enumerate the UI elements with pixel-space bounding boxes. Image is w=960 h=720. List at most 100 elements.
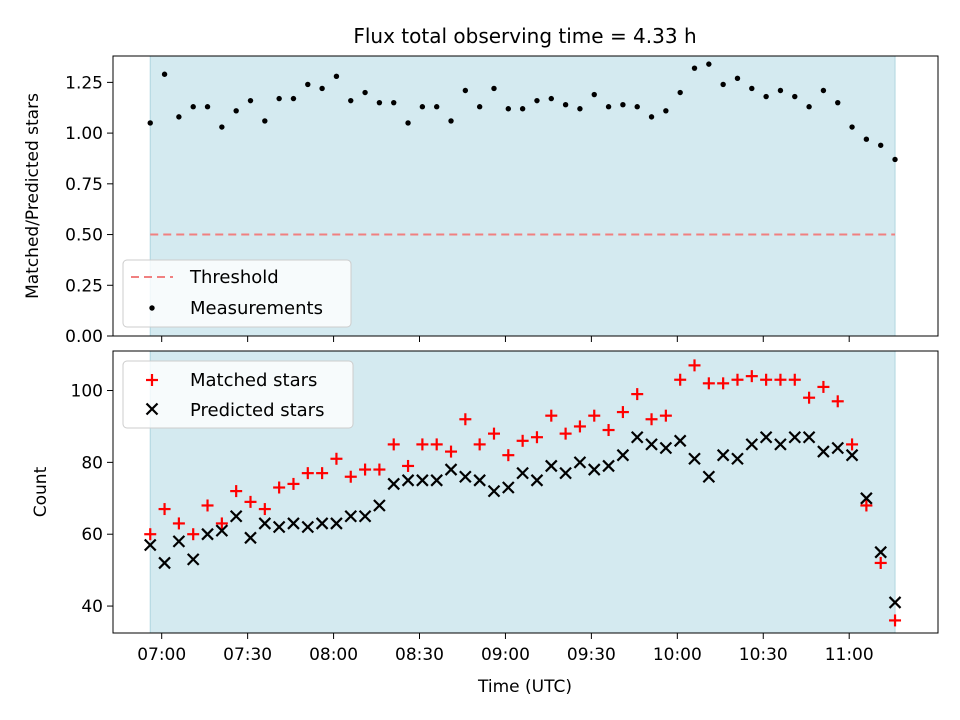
predicted-star-point — [272, 520, 286, 534]
predicted-star-point — [845, 448, 859, 462]
matched-star-point — [230, 485, 243, 498]
predicted-star-mark-b — [487, 484, 501, 498]
predicted-star-mark-b — [473, 474, 486, 487]
matched-star-point — [215, 517, 228, 530]
matched-star-point — [258, 503, 271, 516]
predicted-star-mark-b — [559, 466, 572, 480]
measurement-point — [577, 106, 583, 112]
measurement-point — [476, 104, 483, 110]
measurement-point — [233, 108, 239, 114]
measurement-point — [677, 89, 683, 96]
measurement-point — [391, 99, 397, 106]
top-y-axis-label: Matched/Predicted stars — [23, 93, 43, 299]
measurements-legend-swatch — [149, 305, 155, 311]
predicted-star-mark-b — [430, 474, 443, 487]
matched-star-point — [702, 377, 715, 390]
predicted-star-mark-b — [774, 438, 787, 451]
x-tick-label: 08:30 — [395, 645, 444, 665]
predicted-star-point — [473, 474, 486, 487]
matched-star-point — [645, 413, 658, 426]
predicted-star-mark-b — [587, 463, 601, 476]
predicted-star-mark-b — [645, 438, 658, 451]
predicted-star-mark-b — [143, 538, 157, 552]
matched-star-point — [659, 409, 672, 422]
matched-star-point — [430, 438, 443, 451]
predicted-star-mark-b — [444, 463, 458, 476]
measurement-point — [749, 85, 755, 92]
predicted-star-mark-b — [845, 448, 859, 462]
measurement-point — [720, 81, 726, 88]
matched-star-point — [846, 438, 859, 451]
matched-star-point — [616, 406, 629, 419]
measurement-point — [319, 85, 325, 92]
bottom-y-tick-label: 60 — [81, 525, 103, 545]
predicted-star-mark-b — [215, 524, 229, 537]
predicted-star-mark-b — [373, 499, 386, 512]
predicted-star-mark-b — [530, 474, 544, 487]
top-y-tick-label: 0.75 — [65, 175, 103, 195]
matched-star-point — [172, 517, 185, 530]
matched-star-point — [774, 373, 787, 386]
top-y-tick-label: 1.00 — [65, 124, 103, 144]
predicted-star-mark-b — [874, 545, 887, 559]
matched-star-point — [301, 467, 314, 480]
measurement-point — [176, 114, 182, 120]
predicted-star-point — [215, 524, 229, 537]
top-y-tick-label: 0.25 — [65, 276, 103, 296]
bottom-y-axis-label: Count — [31, 466, 51, 517]
measurement-point — [562, 101, 569, 108]
predicted-star-point — [401, 474, 415, 487]
predicted-legend-swatch — [145, 402, 159, 416]
predicted-star-mark-b — [229, 509, 243, 523]
predicted-star-point — [301, 520, 315, 534]
measurement-point — [362, 89, 368, 96]
predicted-star-point — [244, 531, 257, 545]
bottom-y-tick-label: 80 — [81, 453, 103, 473]
measurement-point — [620, 101, 626, 108]
predicted-star-point — [659, 441, 673, 455]
predicted-star-mark-b — [802, 430, 816, 444]
predicted-star-point — [344, 509, 358, 523]
predicted-star-point — [817, 445, 830, 458]
measurement-point — [491, 85, 497, 92]
measurement-point — [305, 81, 311, 88]
predicted-star-point — [860, 492, 873, 505]
predicted-star-point — [716, 448, 730, 462]
predicted-star-mark-b — [831, 441, 845, 455]
predicted-star-point — [759, 430, 773, 444]
predicted-star-mark-b — [358, 509, 372, 523]
predicted-star-mark-b — [545, 459, 558, 473]
predicted-star-point — [688, 452, 701, 466]
matched-star-point — [316, 467, 329, 480]
predicted-star-mark-b — [201, 527, 214, 541]
predicted-star-mark-b — [172, 535, 186, 548]
matched-star-point — [187, 528, 200, 541]
matched-star-point — [344, 470, 357, 483]
x-axis-label: Time (UTC) — [477, 677, 572, 697]
measurement-point — [519, 106, 526, 112]
bottom-legend-box — [122, 360, 354, 429]
measurement-point — [806, 104, 812, 110]
matched-star-point — [459, 413, 472, 426]
measurement-point — [448, 118, 454, 124]
matched-star-point — [573, 420, 586, 433]
bottom-y-tick-label: 100 — [71, 382, 103, 402]
matched-star-point — [244, 495, 257, 508]
predicted-stars-points — [143, 430, 902, 609]
matched-star-point — [831, 395, 844, 408]
measurements-legend-label: Measurements — [190, 298, 323, 319]
measurement-point — [161, 71, 168, 77]
predicted-star-point — [587, 463, 601, 476]
predicted-star-point — [745, 438, 759, 451]
measurement-point — [147, 120, 153, 126]
matched-star-point — [588, 409, 601, 422]
matched-star-point — [788, 373, 801, 386]
predicted-star-point — [630, 430, 644, 444]
measurement-point — [648, 114, 655, 120]
measurement-point — [276, 95, 282, 102]
threshold-legend-label: Threshold — [189, 267, 279, 288]
x-tick-label: 07:30 — [223, 645, 272, 665]
top-y-tick-label: 0.00 — [65, 327, 103, 347]
measurement-point — [734, 75, 741, 82]
